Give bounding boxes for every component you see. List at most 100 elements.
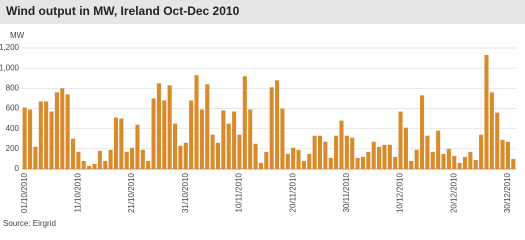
- bar: [484, 55, 489, 169]
- x-tick-label: 30/12/2010: [503, 172, 512, 213]
- bar: [151, 98, 156, 169]
- bar: [162, 100, 167, 169]
- bar: [403, 127, 408, 169]
- source: Source: Eirgrid: [3, 219, 56, 228]
- bar: [430, 151, 435, 169]
- bar: [312, 135, 317, 169]
- bar: [339, 120, 344, 169]
- title-band: [0, 0, 525, 24]
- bar: [414, 149, 419, 169]
- bar: [178, 145, 183, 169]
- bar: [382, 144, 387, 169]
- chart-title: Wind output in MW, Ireland Oct-Dec 2010: [6, 4, 240, 18]
- bar: [28, 109, 33, 169]
- bar: [280, 108, 285, 169]
- bar: [248, 109, 253, 169]
- bar: [44, 101, 49, 169]
- x-tick-label: 10/11/2010: [235, 172, 244, 212]
- bar: [441, 153, 446, 169]
- bar: [511, 158, 516, 169]
- bar: [479, 134, 484, 169]
- bar: [210, 134, 215, 169]
- bar: [87, 165, 92, 169]
- bar: [92, 163, 97, 169]
- bar: [221, 110, 226, 169]
- bar: [70, 138, 76, 169]
- bar: [65, 94, 70, 169]
- bar: [269, 87, 274, 169]
- x-tick-label: 11/10/2010: [73, 172, 82, 212]
- bar: [226, 123, 231, 169]
- bar: [22, 107, 27, 169]
- bar: [199, 109, 204, 169]
- bar: [355, 157, 360, 169]
- x-tick-label: 10/12/2010: [396, 172, 405, 213]
- bar: [242, 76, 247, 169]
- bar: [172, 123, 178, 169]
- bar: [183, 142, 188, 169]
- bar: [334, 135, 339, 169]
- bar: [398, 111, 403, 169]
- bar: [301, 160, 306, 169]
- bar: [232, 111, 237, 169]
- bar: [393, 156, 398, 169]
- bar: [387, 144, 392, 169]
- bar: [468, 151, 473, 169]
- bar: [275, 80, 280, 169]
- bar: [140, 149, 145, 169]
- bar: [54, 92, 59, 169]
- bar: [215, 142, 221, 169]
- bar: [285, 153, 290, 169]
- bar: [446, 148, 451, 169]
- bar: [237, 134, 242, 169]
- bar: [189, 100, 194, 169]
- x-tick-label: 20/12/2010: [449, 172, 458, 213]
- bar: [49, 111, 54, 169]
- bar: [307, 153, 312, 169]
- chart: Wind output in MW, Ireland Oct-Dec 2010 …: [0, 0, 525, 228]
- bar: [124, 151, 129, 169]
- bar: [291, 147, 296, 169]
- bar: [135, 124, 140, 169]
- bar: [130, 147, 135, 169]
- bar: [473, 159, 478, 169]
- bar: [108, 149, 113, 169]
- y-tick-label: 600: [6, 104, 20, 113]
- x-tick-label: 01/10/2010: [20, 172, 29, 213]
- bar: [253, 143, 258, 169]
- bar: [328, 157, 333, 169]
- bar: [264, 151, 269, 169]
- bar: [205, 84, 210, 169]
- y-tick-label: 400: [6, 124, 20, 133]
- bar: [258, 162, 263, 169]
- bar: [103, 160, 108, 169]
- bar: [33, 146, 38, 169]
- bar: [489, 92, 494, 169]
- bar: [452, 155, 457, 169]
- bar: [371, 141, 376, 169]
- y-axis-label: MW: [10, 31, 25, 40]
- bar: [113, 117, 119, 169]
- bar: [317, 135, 323, 169]
- bar: [436, 130, 441, 169]
- bar: [505, 141, 510, 169]
- bar: [350, 137, 355, 169]
- bar: [495, 112, 500, 169]
- bar: [323, 141, 328, 169]
- bar: [76, 151, 81, 169]
- bar: [500, 139, 505, 169]
- bar: [296, 149, 301, 169]
- y-tick-label: 800: [6, 83, 20, 92]
- bar: [377, 146, 382, 169]
- bar: [97, 150, 102, 169]
- bar: [146, 160, 151, 169]
- x-tick-label: 20/11/2010: [288, 172, 297, 212]
- y-tick-label: 1,200: [0, 43, 20, 52]
- x-tick-label: 31/10/2010: [181, 172, 190, 213]
- bar: [38, 101, 43, 169]
- y-tick-label: 200: [6, 144, 20, 153]
- bar: [60, 88, 65, 169]
- bar: [425, 135, 430, 169]
- bar: [457, 162, 462, 169]
- bar: [81, 160, 86, 169]
